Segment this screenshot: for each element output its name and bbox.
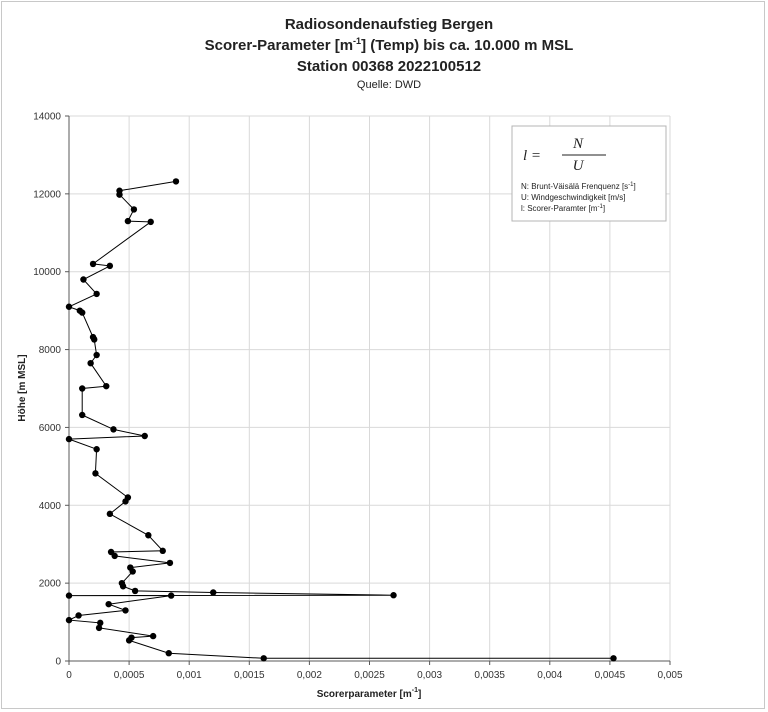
x-tick-label-4: 0,002 xyxy=(297,670,322,681)
legend-frame xyxy=(511,125,667,222)
y-tick-label-1: 2000 xyxy=(39,579,62,590)
data-point-45 xyxy=(80,276,87,283)
data-point-7 xyxy=(97,619,104,627)
legend-line-l-sup: -1 xyxy=(597,204,603,210)
data-point-37 xyxy=(87,359,94,367)
data-point-14 xyxy=(390,592,397,599)
y-tick-label-3: 6000 xyxy=(39,423,62,434)
data-point-11 xyxy=(105,600,112,608)
data-point-46 xyxy=(106,262,114,270)
x-tick-label-8: 0,004 xyxy=(537,670,562,681)
series-scorer-parameter xyxy=(65,178,617,662)
legend-box: l = N U N: Brunt-Väisälä Frenquenz [s-1]… xyxy=(511,125,667,222)
x-tick-label-2: 0,001 xyxy=(177,670,202,681)
legend-line-l: l: Scorer-Paramter [m-1] xyxy=(521,204,605,213)
data-point-30 xyxy=(93,446,100,453)
formula-lhs: l = xyxy=(523,148,541,164)
data-point-21 xyxy=(166,559,174,567)
data-point-40 xyxy=(89,333,97,341)
title-line-2-pre: Scorer-Parameter [m xyxy=(205,37,353,54)
title-line-2-sup: -1 xyxy=(353,36,361,46)
data-point-2 xyxy=(165,650,172,657)
data-point-43 xyxy=(65,303,73,310)
x-axis-label-pre: Scorerparameter [m xyxy=(317,689,412,700)
title-line-1: Radiosondenaufstieg Bergen xyxy=(285,16,493,33)
data-point-5 xyxy=(149,632,157,640)
x-tick-label-1: 0,0005 xyxy=(114,670,145,681)
data-point-35 xyxy=(79,385,86,392)
x-axis-label: Scorerparameter [m-1] xyxy=(317,687,422,700)
y-tick-label-6: 12000 xyxy=(33,189,61,200)
title-line-3: Station 00368 2022100512 xyxy=(297,58,481,75)
legend-line-n-sup: -1 xyxy=(628,182,634,188)
x-tick-label-3: 0,0015 xyxy=(234,670,265,681)
y-tick-label-4: 8000 xyxy=(39,345,62,356)
data-point-10 xyxy=(122,607,129,614)
data-point-15 xyxy=(210,589,217,596)
y-tick-label-0: 0 xyxy=(55,657,61,668)
data-point-44 xyxy=(93,290,100,298)
x-tick-label-6: 0,003 xyxy=(417,670,442,681)
data-point-31 xyxy=(65,435,73,443)
data-point-8 xyxy=(65,616,73,624)
y-tick-label-7: 14000 xyxy=(33,112,61,123)
chart-subtitle: Quelle: DWD xyxy=(357,79,421,91)
data-point-42 xyxy=(76,307,84,314)
x-tick-label-10: 0,005 xyxy=(657,670,682,681)
data-point-34 xyxy=(79,411,86,419)
data-point-18 xyxy=(118,579,126,587)
data-point-23 xyxy=(107,548,115,556)
data-point-29 xyxy=(92,470,99,477)
y-tick-label-2: 4000 xyxy=(39,501,62,512)
y-axis-label: Höhe [m MSL] xyxy=(17,354,28,421)
data-point-36 xyxy=(103,382,110,390)
legend-line-l-pre: l: Scorer-Paramter [m xyxy=(521,204,598,213)
y-tick-label-5: 10000 xyxy=(33,267,61,278)
x-tick-label-5: 0,0025 xyxy=(354,670,385,681)
x-tick-label-0: 0 xyxy=(66,670,72,681)
data-point-50 xyxy=(130,206,138,213)
legend-line-l-post: ] xyxy=(603,204,605,213)
series-line xyxy=(67,180,614,659)
data-point-24 xyxy=(159,547,166,555)
data-point-38 xyxy=(93,351,100,359)
data-point-53 xyxy=(172,178,180,185)
data-point-33 xyxy=(110,426,117,433)
data-point-52 xyxy=(116,187,123,194)
title-line-2: Scorer-Parameter [m-1] (Temp) bis ca. 10… xyxy=(205,36,574,54)
data-point-26 xyxy=(106,510,114,518)
data-point-25 xyxy=(145,532,152,539)
data-point-9 xyxy=(75,612,82,619)
x-axis-label-post: ] xyxy=(418,689,421,700)
legend-line-u: U: Windgeschwindigkeit [m/s] xyxy=(521,193,625,202)
legend-line-n: N: Brunt-Väisälä Frenquenz [s-1] xyxy=(521,182,636,191)
data-point-1 xyxy=(260,655,267,662)
x-axis-ticks: 0 0,0005 0,001 0,0015 0,002 0,0025 0,003 0,0035… xyxy=(66,661,683,681)
data-point-20 xyxy=(127,564,134,571)
y-axis-ticks: 0 2000 4000 6000 8000 10000 12000 14000 xyxy=(33,112,69,668)
formula-denominator: U xyxy=(573,158,585,174)
data-point-49 xyxy=(124,217,132,225)
x-tick-label-7: 0,0035 xyxy=(474,670,505,681)
x-tick-label-9: 0,0045 xyxy=(595,670,626,681)
title-line-2-post: ] (Temp) bis ca. 10.000 m MSL xyxy=(361,37,573,54)
x-axis-label-sup: -1 xyxy=(412,687,418,694)
data-point-16 xyxy=(131,587,139,595)
formula-numerator: N xyxy=(572,136,584,152)
chart-title: Radiosondenaufstieg Bergen Scorer-Parame… xyxy=(205,16,574,91)
data-point-48 xyxy=(147,218,154,226)
data-point-28 xyxy=(124,494,132,501)
legend-line-n-post: ] xyxy=(634,182,636,191)
data-point-12 xyxy=(167,592,175,599)
data-point-13 xyxy=(65,592,73,599)
data-point-4 xyxy=(128,634,135,641)
data-point-47 xyxy=(89,260,97,268)
data-point-6 xyxy=(95,624,103,632)
data-point-0 xyxy=(610,655,617,662)
legend-line-n-pre: N: Brunt-Väisälä Frenquenz [s xyxy=(521,182,628,191)
data-point-32 xyxy=(141,432,148,440)
